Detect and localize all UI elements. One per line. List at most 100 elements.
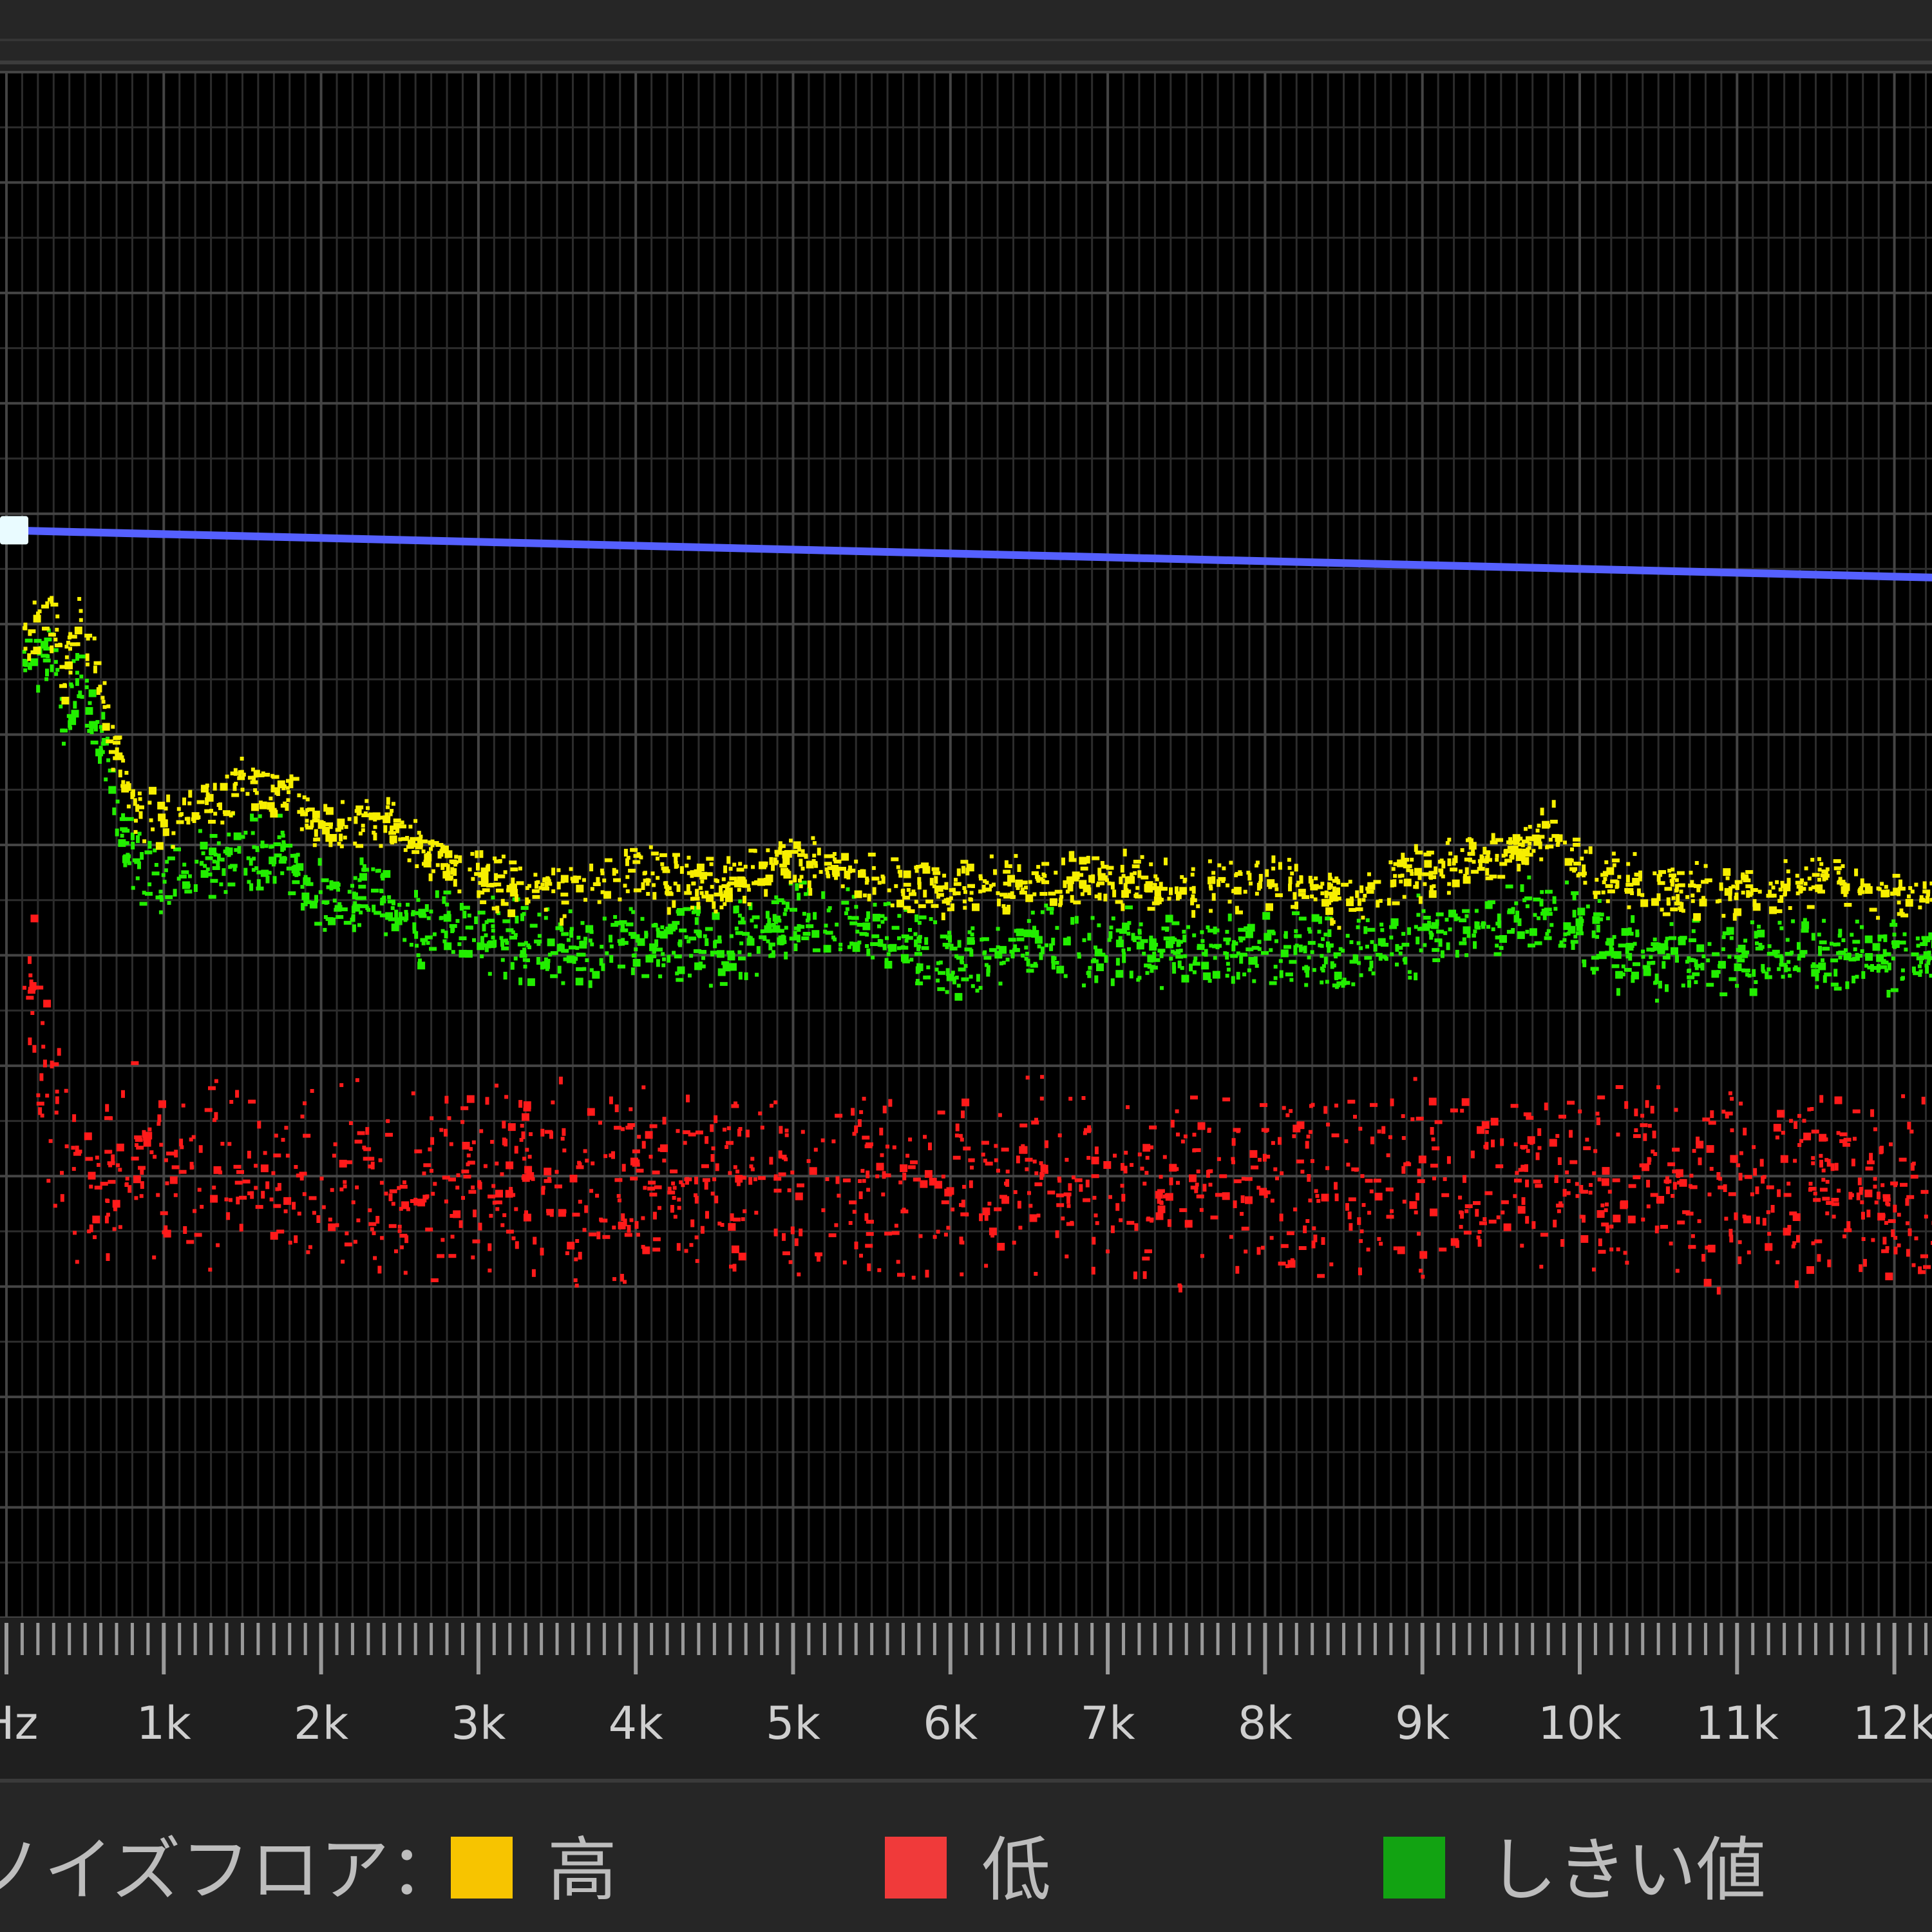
threshold-dot bbox=[1915, 936, 1920, 941]
low-noise-dot bbox=[705, 1136, 709, 1144]
low-noise-dot bbox=[614, 1178, 623, 1182]
high-noise-dot bbox=[786, 857, 790, 866]
low-noise-dot bbox=[643, 1186, 647, 1190]
low-noise-dot bbox=[1530, 1141, 1534, 1145]
low-noise-dot bbox=[790, 1170, 795, 1175]
threshold-dot bbox=[23, 668, 28, 672]
low-noise-dot bbox=[43, 1059, 47, 1068]
low-noise-dot bbox=[1345, 1203, 1349, 1211]
threshold-dot bbox=[1044, 904, 1048, 908]
low-noise-dot bbox=[1460, 1108, 1464, 1113]
high-noise-dot bbox=[1495, 838, 1504, 842]
threshold-dot bbox=[1768, 975, 1772, 980]
threshold-dot bbox=[1883, 952, 1891, 956]
threshold-curve-handle[interactable] bbox=[0, 516, 28, 545]
low-noise-dot bbox=[250, 1191, 254, 1199]
high-noise-dot bbox=[1504, 858, 1512, 863]
high-noise-dot bbox=[1271, 855, 1276, 864]
low-noise-dot bbox=[460, 1106, 469, 1110]
low-noise-dot bbox=[582, 1227, 587, 1232]
threshold-curve-layer[interactable] bbox=[0, 516, 1932, 582]
threshold-dot bbox=[1747, 973, 1752, 978]
threshold-dot bbox=[544, 916, 548, 920]
threshold-dot bbox=[1491, 927, 1495, 931]
threshold-dot bbox=[68, 717, 77, 725]
threshold-dot bbox=[1429, 932, 1434, 940]
low-noise-dot bbox=[683, 1130, 690, 1135]
high-noise-dot bbox=[1061, 857, 1065, 866]
low-noise-dot bbox=[30, 1011, 35, 1015]
threshold-dot bbox=[1528, 943, 1535, 948]
low-noise-dot bbox=[896, 1260, 900, 1264]
low-noise-dot bbox=[1766, 1185, 1774, 1189]
threshold-dot bbox=[1304, 983, 1309, 987]
threshold-dot bbox=[309, 900, 317, 909]
low-noise-dot bbox=[1877, 1191, 1880, 1200]
high-noise-dot bbox=[799, 875, 804, 879]
low-noise-dot bbox=[1315, 1194, 1320, 1198]
threshold-dot bbox=[592, 971, 600, 979]
threshold-dot bbox=[1197, 943, 1205, 948]
low-noise-dot bbox=[724, 1145, 729, 1150]
low-noise-dot bbox=[958, 1133, 963, 1138]
threshold-dot bbox=[1879, 965, 1888, 969]
high-noise-dot bbox=[1122, 848, 1127, 857]
high-noise-dot bbox=[944, 882, 949, 890]
threshold-dot bbox=[1137, 929, 1142, 933]
high-noise-dot bbox=[1426, 850, 1434, 855]
high-noise-dot bbox=[1454, 855, 1458, 864]
threshold-dot bbox=[418, 909, 426, 917]
high-noise-dot bbox=[270, 784, 275, 793]
high-noise-dot bbox=[108, 750, 117, 754]
low-noise-dot bbox=[933, 1235, 937, 1239]
threshold-dot bbox=[575, 946, 580, 951]
threshold-dot bbox=[187, 874, 192, 878]
threshold-dot bbox=[1654, 973, 1659, 981]
low-noise-dot bbox=[886, 1144, 889, 1149]
low-noise-dot bbox=[1747, 1250, 1751, 1255]
low-noise-dot bbox=[787, 1188, 791, 1193]
low-noise-dot bbox=[1039, 1172, 1044, 1180]
low-noise-dot bbox=[332, 1153, 336, 1158]
high-noise-dot bbox=[898, 869, 903, 878]
threshold-dot bbox=[1653, 943, 1657, 951]
low-noise-dot bbox=[233, 1164, 242, 1169]
threshold-dot bbox=[1176, 939, 1180, 947]
high-noise-dot bbox=[1217, 863, 1222, 867]
high-noise-dot bbox=[450, 867, 455, 875]
threshold-dot bbox=[1596, 954, 1600, 958]
low-noise-dot bbox=[913, 1177, 921, 1182]
low-noise-dot bbox=[577, 1160, 582, 1165]
high-noise-dot bbox=[267, 802, 275, 810]
high-noise-dot bbox=[1897, 886, 1906, 891]
low-noise-dot bbox=[1334, 1182, 1338, 1190]
threshold-dot bbox=[1051, 938, 1056, 946]
high-noise-dot bbox=[1632, 878, 1640, 886]
high-noise-dot bbox=[1603, 877, 1607, 881]
low-noise-dot bbox=[333, 1142, 337, 1146]
high-noise-dot bbox=[1291, 905, 1295, 909]
low-noise-dot bbox=[1194, 1189, 1198, 1193]
high-noise-dot bbox=[393, 822, 401, 827]
threshold-dot bbox=[1718, 961, 1726, 969]
high-noise-dot bbox=[714, 893, 722, 896]
high-noise-dot bbox=[1657, 881, 1665, 886]
high-noise-dot bbox=[679, 866, 684, 874]
threshold-dot bbox=[343, 920, 352, 925]
high-noise-dot bbox=[841, 853, 849, 861]
low-noise-dot bbox=[107, 1161, 115, 1166]
low-noise-dot bbox=[281, 1137, 285, 1142]
threshold-dot bbox=[351, 916, 355, 920]
threshold-dot bbox=[1384, 956, 1388, 961]
threshold-dot bbox=[140, 852, 144, 860]
low-noise-dot bbox=[1047, 1190, 1056, 1195]
low-noise-dot bbox=[40, 1113, 44, 1118]
threshold-dot bbox=[536, 942, 541, 946]
low-noise-dot bbox=[1641, 1217, 1645, 1222]
threshold-dot bbox=[474, 916, 478, 924]
low-noise-dot bbox=[75, 1145, 79, 1153]
high-noise-dot bbox=[258, 800, 263, 805]
low-noise-dot bbox=[784, 1133, 789, 1137]
spectrum-graph-area[interactable]: Hz1k2k3k4k5k6k7k8k9k10k11k12k bbox=[0, 0, 1932, 1781]
noise-floor-spectrum-graph[interactable]: Hz1k2k3k4k5k6k7k8k9k10k11k12k bbox=[0, 0, 1932, 1779]
